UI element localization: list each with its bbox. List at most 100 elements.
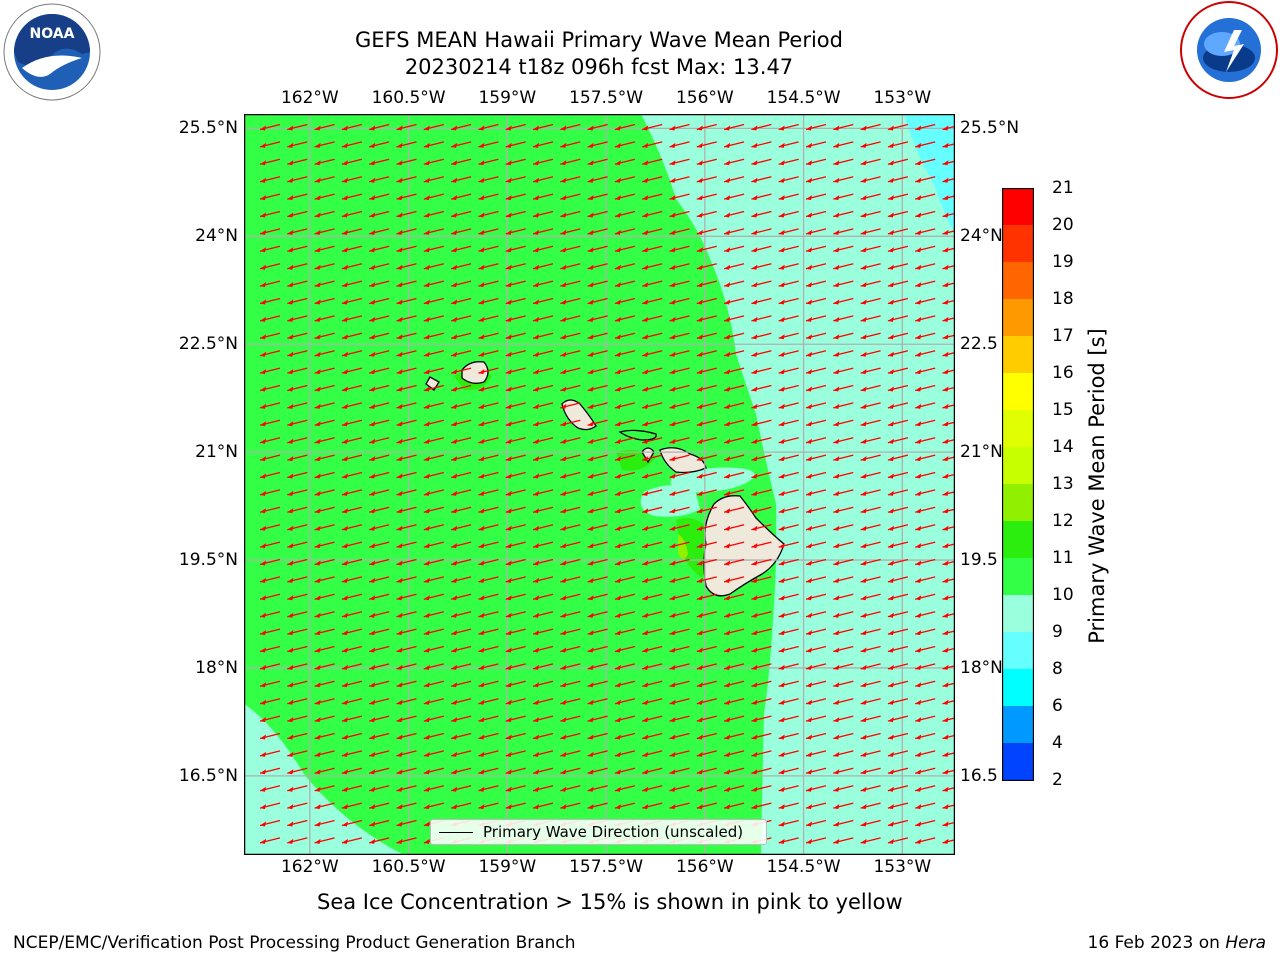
wave-arrow xyxy=(942,490,954,496)
wave-arrow xyxy=(915,315,936,322)
wave-arrow xyxy=(778,576,799,583)
wave-arrow xyxy=(915,715,936,723)
wave-arrow xyxy=(723,593,745,601)
wave-arrow xyxy=(587,454,608,462)
wave-arrow xyxy=(614,471,636,479)
wave-arrow xyxy=(369,819,390,827)
wave-arrow xyxy=(396,576,417,583)
wave-arrow xyxy=(887,384,909,392)
wave-arrow xyxy=(614,315,636,322)
wave-arrow xyxy=(614,785,636,792)
wave-arrow xyxy=(478,593,499,601)
wave-arrow xyxy=(423,732,444,740)
wave-arrow xyxy=(778,367,799,375)
wave-arrow xyxy=(887,245,909,253)
wave-arrow xyxy=(287,297,308,305)
wave-arrow xyxy=(532,419,554,427)
colorbar-label: Primary Wave Mean Period [s] xyxy=(1085,328,1109,644)
wave-arrow xyxy=(532,698,554,705)
wave-arrow xyxy=(314,141,335,148)
wave-arrow xyxy=(560,402,581,409)
wave-arrow xyxy=(669,280,690,288)
wave-arrow xyxy=(942,247,954,253)
wave-arrow xyxy=(696,715,717,723)
wave-arrow xyxy=(751,193,772,201)
wave-arrow xyxy=(669,384,690,392)
wave-arrow xyxy=(778,454,799,462)
wave-arrow xyxy=(532,785,554,792)
wave-arrow xyxy=(314,593,335,601)
wave-arrow xyxy=(778,176,799,183)
wave-arrow xyxy=(423,210,444,218)
wave-arrow xyxy=(560,384,581,392)
wave-arrow xyxy=(505,141,526,148)
lon-tick-top: 157.5°W xyxy=(569,88,644,108)
wave-arrow xyxy=(778,384,799,392)
wave-arrow xyxy=(287,332,308,340)
wave-arrow xyxy=(778,228,799,235)
wave-arrow xyxy=(887,158,909,166)
lon-tick-bottom: 157.5°W xyxy=(569,857,644,877)
wave-arrow xyxy=(614,419,636,427)
wave-arrow xyxy=(587,471,608,479)
wave-arrow xyxy=(751,715,772,723)
wave-arrow xyxy=(614,611,636,618)
wave-arrow xyxy=(723,245,745,253)
wave-arrow xyxy=(642,158,663,166)
wave-arrow xyxy=(560,158,581,166)
wave-arrow xyxy=(587,419,608,427)
wave-arrow xyxy=(287,541,308,549)
wave-arrow xyxy=(723,437,745,444)
wave-arrow xyxy=(860,263,881,270)
wave-arrow xyxy=(751,680,772,688)
wave-arrow xyxy=(314,471,335,479)
wave-arrow xyxy=(423,141,444,148)
wave-arrow xyxy=(505,471,526,479)
wave-arrow xyxy=(887,419,909,427)
wave-arrow xyxy=(614,524,636,531)
wave-arrow xyxy=(532,263,554,270)
wave-arrow xyxy=(805,123,827,131)
wave-arrow xyxy=(450,315,472,322)
wave-arrow xyxy=(669,367,690,375)
wave-arrow xyxy=(696,297,717,305)
wave-arrow xyxy=(505,367,526,375)
wave-arrow xyxy=(587,715,608,723)
wave-arrow xyxy=(587,541,608,549)
wave-arrow xyxy=(287,263,308,270)
wave-arrow xyxy=(860,802,881,810)
wave-arrow xyxy=(450,297,472,305)
wave-arrow xyxy=(505,698,526,705)
colorbar-tick: 16 xyxy=(1052,363,1074,383)
wave-arrow xyxy=(287,245,308,253)
wave-arrow xyxy=(942,838,954,844)
wave-arrow xyxy=(669,123,690,131)
wave-arrow xyxy=(751,263,772,270)
wave-arrow xyxy=(833,750,854,757)
wave-arrow xyxy=(587,158,608,166)
wave-arrow xyxy=(341,437,363,444)
wave-arrow xyxy=(860,402,881,409)
wave-arrow xyxy=(396,750,417,757)
wave-arrow xyxy=(887,437,909,444)
wave-arrow xyxy=(532,193,554,201)
wave-arrow xyxy=(751,558,772,566)
wave-arrow xyxy=(915,819,936,827)
wave-arrow xyxy=(369,680,390,688)
wave-arrow xyxy=(833,819,854,827)
wave-arrow xyxy=(942,456,954,462)
wave-arrow xyxy=(833,419,854,427)
wave-arrow xyxy=(341,315,363,322)
lat-tick-left: 16.5°N xyxy=(178,765,238,786)
wave-arrow xyxy=(723,732,745,740)
wave-arrow xyxy=(696,315,717,322)
wave-arrow xyxy=(915,402,936,409)
wave-arrow xyxy=(723,680,745,688)
wave-arrow xyxy=(587,402,608,409)
wave-arrow xyxy=(396,837,417,844)
wave-arrow xyxy=(259,471,281,479)
wave-arrow xyxy=(287,350,308,357)
wave-arrow xyxy=(450,454,472,462)
wave-arrow xyxy=(833,611,854,618)
wave-arrow xyxy=(341,158,363,166)
